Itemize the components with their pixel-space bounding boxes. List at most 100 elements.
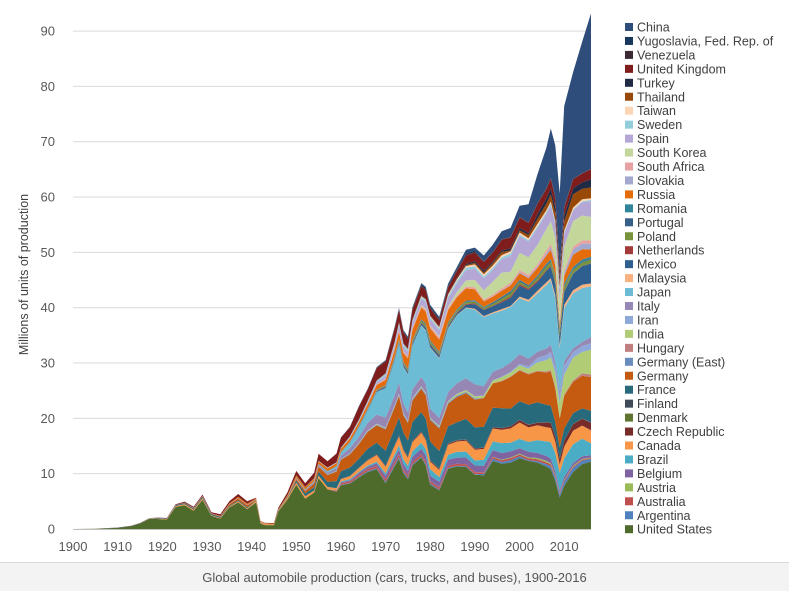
y-tick-label: 50: [41, 245, 55, 260]
legend-label: Austria: [637, 481, 676, 495]
legend-label: Slovakia: [637, 174, 684, 188]
y-tick-label: 60: [41, 190, 55, 205]
legend-swatch: [625, 106, 633, 115]
x-tick-label: 2000: [505, 539, 534, 554]
series-area-italy: [73, 337, 591, 529]
legend-swatch: [625, 148, 633, 157]
legend-label: Germany (East): [637, 355, 725, 369]
x-tick-label: 1970: [371, 539, 400, 554]
legend-label: Canada: [637, 439, 681, 453]
legend-swatch: [625, 218, 633, 227]
legend-label: Finland: [637, 397, 678, 411]
series-area-iran: [73, 343, 591, 529]
y-tick-label: 80: [41, 79, 55, 94]
legend-label: China: [637, 21, 670, 35]
legend-swatch: [625, 176, 633, 185]
plot-areas: [73, 13, 591, 529]
legend-label: Portugal: [637, 216, 684, 230]
series-area-south-korea: [73, 215, 591, 529]
legend-swatch: [625, 315, 633, 324]
y-tick-label: 70: [41, 134, 55, 149]
x-tick-label: 2010: [550, 539, 579, 554]
legend-label: Romania: [637, 202, 687, 216]
legend-swatch: [625, 204, 633, 213]
x-tick-label: 1900: [59, 539, 88, 554]
legend-label: Japan: [637, 286, 671, 300]
legend-label: Australia: [637, 495, 686, 509]
legend-swatch: [625, 78, 633, 87]
legend-label: Mexico: [637, 258, 677, 272]
legend-swatch: [625, 260, 633, 269]
stacked-area-chart: 0 10 20 30 40 50 60 70 80 90 1900 1910 1920 1930 1940…: [17, 13, 774, 554]
x-tick-label: 1960: [326, 539, 355, 554]
series-area-japan: [73, 280, 591, 529]
legend-swatch: [625, 23, 633, 31]
series-area-australia: [73, 454, 591, 529]
legend-label: Netherlands: [637, 244, 704, 258]
legend-label: Russia: [637, 188, 675, 202]
legend-swatch: [625, 483, 633, 492]
legend-swatch: [625, 511, 633, 520]
legend-swatch: [625, 525, 633, 534]
legend-label: Spain: [637, 132, 669, 146]
legend-swatch: [625, 190, 633, 199]
legend-swatch: [625, 427, 633, 436]
caption-bar: Global automobile production (cars, truc…: [0, 562, 789, 591]
legend-swatch: [625, 455, 633, 464]
series-area-united-kingdom: [73, 169, 591, 529]
legend-swatch: [625, 329, 633, 338]
legend-label: Denmark: [637, 411, 688, 425]
x-tick-label: 1980: [416, 539, 445, 554]
legend-swatch: [625, 413, 633, 422]
legend-label: Thailand: [637, 90, 685, 104]
series-area-united-states: [73, 457, 591, 529]
series-area-turkey: [73, 179, 591, 529]
legend-label: Taiwan: [637, 104, 676, 118]
legend-label: United States: [637, 523, 712, 537]
x-tick-label: 1950: [282, 539, 311, 554]
legend-swatch: [625, 441, 633, 450]
legend-label: Argentina: [637, 509, 691, 523]
legend-label: Italy: [637, 300, 661, 314]
legend-swatch: [625, 274, 633, 283]
legend-swatch: [625, 399, 633, 408]
legend-swatch: [625, 120, 633, 129]
legend-label: Brazil: [637, 453, 668, 467]
legend-label: Germany: [637, 369, 689, 383]
y-tick-label: 10: [41, 466, 55, 481]
legend-label: South Africa: [637, 160, 704, 174]
x-tick-label: 1910: [103, 539, 132, 554]
legend-label: United Kingdom: [637, 62, 726, 76]
series-area-belgium: [73, 448, 591, 529]
legend-label: Hungary: [637, 341, 685, 355]
legend-swatch: [625, 246, 633, 255]
series-area-brazil: [73, 438, 591, 529]
y-axis-title: Millions of units of production: [17, 194, 31, 355]
legend-label: India: [637, 327, 664, 341]
y-tick-label: 0: [48, 522, 55, 537]
legend-label: Poland: [637, 230, 676, 244]
legend-label: Venezuela: [637, 48, 695, 62]
legend-label: Turkey: [637, 76, 675, 90]
legend-swatch: [625, 371, 633, 380]
legend-swatch: [625, 36, 633, 45]
y-tick-label: 90: [41, 24, 55, 39]
series-area-france: [73, 401, 591, 529]
legend-label: Iran: [637, 313, 659, 327]
legend-swatch: [625, 232, 633, 241]
series-area-canada: [73, 422, 591, 529]
legend-swatch: [625, 134, 633, 143]
series-area-spain: [73, 201, 591, 529]
legend-swatch: [625, 302, 633, 310]
legend-label: South Korea: [637, 146, 707, 160]
legend-swatch: [625, 343, 633, 352]
legend-label: France: [637, 383, 676, 397]
legend-label: Czech Republic: [637, 425, 725, 439]
legend-swatch: [625, 64, 633, 73]
figure-caption: Global automobile production (cars, truc…: [202, 570, 587, 585]
legend-swatch: [625, 50, 633, 59]
y-axis-ticks: 0 10 20 30 40 50 60 70 80 90: [41, 24, 55, 537]
series-area-india: [73, 349, 591, 529]
series-area-germany: [73, 370, 591, 529]
